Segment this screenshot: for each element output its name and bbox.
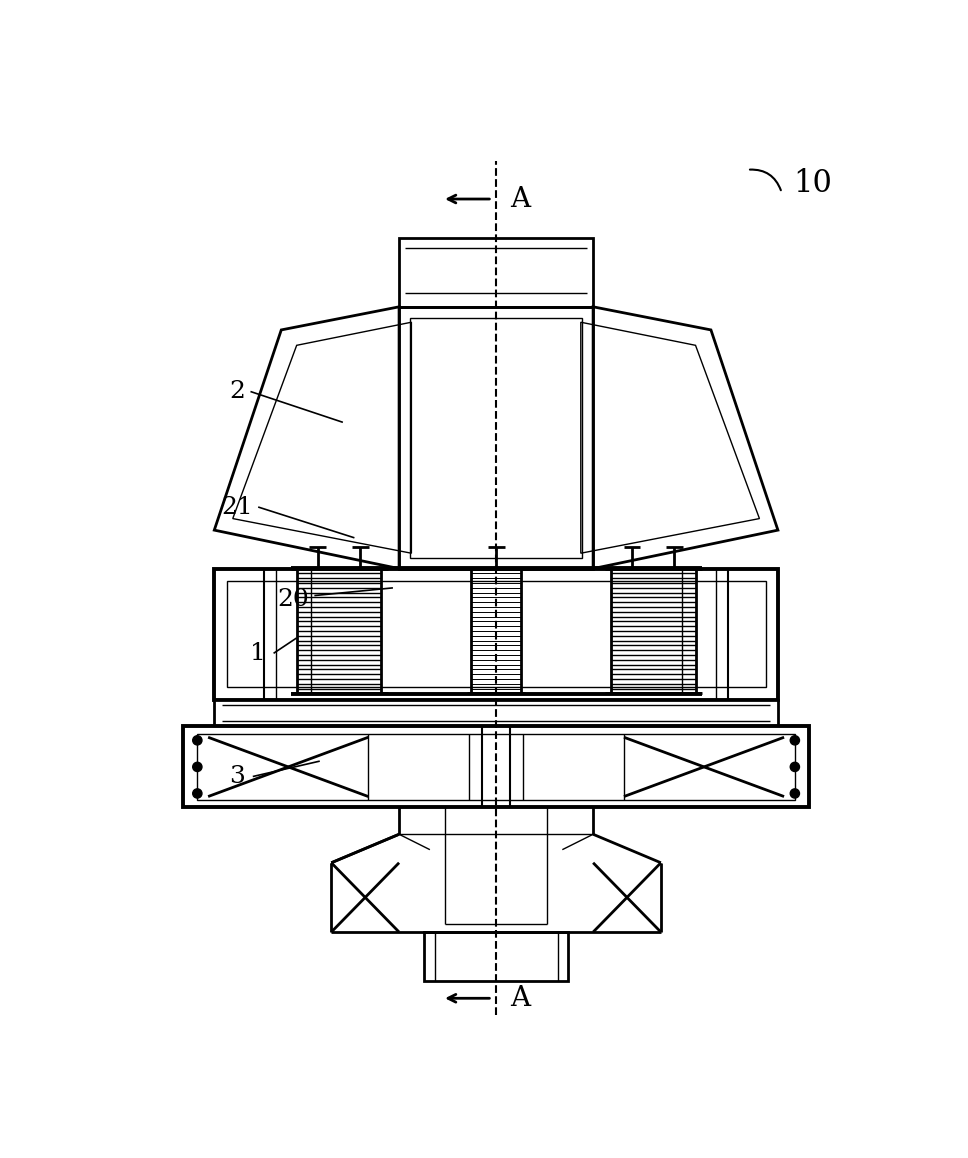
Bar [184,726,808,807]
Circle shape [193,735,202,745]
Bar [214,569,778,699]
Bar [197,734,795,800]
Bar [227,581,766,687]
Bar [399,237,593,307]
Text: 21: 21 [222,496,254,519]
Text: 3: 3 [229,765,245,789]
Text: A: A [510,185,530,213]
Circle shape [193,789,202,798]
Text: 10: 10 [794,168,832,199]
Bar [214,699,778,726]
Text: A: A [510,984,530,1012]
Circle shape [790,789,800,798]
Text: 2: 2 [229,380,245,403]
Text: 20: 20 [277,588,309,611]
Bar [409,317,583,558]
Text: 1: 1 [251,642,266,665]
Circle shape [193,762,202,771]
Circle shape [790,762,800,771]
Bar [399,307,593,569]
Circle shape [790,735,800,745]
Bar [424,932,568,981]
